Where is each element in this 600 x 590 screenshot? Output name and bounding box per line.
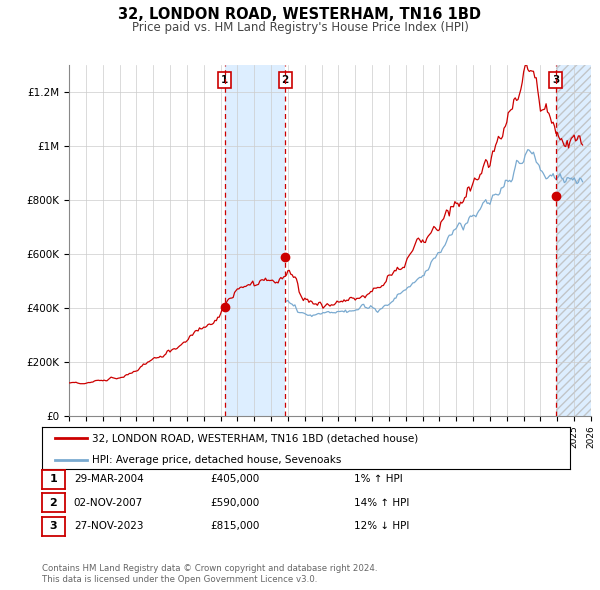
Text: Price paid vs. HM Land Registry's House Price Index (HPI): Price paid vs. HM Land Registry's House … bbox=[131, 21, 469, 34]
Text: 1% ↑ HPI: 1% ↑ HPI bbox=[354, 474, 403, 484]
Text: 12% ↓ HPI: 12% ↓ HPI bbox=[354, 522, 409, 531]
Text: Contains HM Land Registry data © Crown copyright and database right 2024.: Contains HM Land Registry data © Crown c… bbox=[42, 565, 377, 573]
Text: 32, LONDON ROAD, WESTERHAM, TN16 1BD: 32, LONDON ROAD, WESTERHAM, TN16 1BD bbox=[119, 7, 482, 22]
Text: 1: 1 bbox=[221, 75, 228, 84]
Text: 29-MAR-2004: 29-MAR-2004 bbox=[74, 474, 143, 484]
Text: 3: 3 bbox=[50, 522, 57, 531]
Text: 2: 2 bbox=[50, 498, 57, 507]
Text: £815,000: £815,000 bbox=[210, 522, 259, 531]
Text: £590,000: £590,000 bbox=[210, 498, 259, 507]
Text: 14% ↑ HPI: 14% ↑ HPI bbox=[354, 498, 409, 507]
Bar bbox=[224, 65, 285, 416]
Text: This data is licensed under the Open Government Licence v3.0.: This data is licensed under the Open Gov… bbox=[42, 575, 317, 584]
Text: 1: 1 bbox=[50, 474, 57, 484]
Text: 3: 3 bbox=[552, 75, 559, 84]
Bar bbox=[556, 65, 591, 416]
Bar bbox=[556, 65, 591, 416]
Text: 02-NOV-2007: 02-NOV-2007 bbox=[74, 498, 143, 507]
Text: 2: 2 bbox=[281, 75, 289, 84]
Text: HPI: Average price, detached house, Sevenoaks: HPI: Average price, detached house, Seve… bbox=[92, 455, 341, 465]
Text: £405,000: £405,000 bbox=[210, 474, 259, 484]
Text: 27-NOV-2023: 27-NOV-2023 bbox=[74, 522, 143, 531]
Text: 32, LONDON ROAD, WESTERHAM, TN16 1BD (detached house): 32, LONDON ROAD, WESTERHAM, TN16 1BD (de… bbox=[92, 434, 418, 444]
